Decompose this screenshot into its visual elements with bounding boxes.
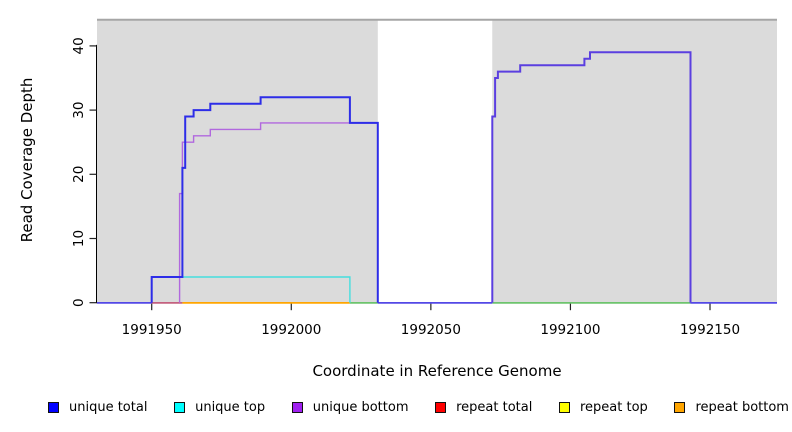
legend: unique total unique top unique bottom repea…: [48, 400, 789, 415]
legend-item-unique-top: unique top: [174, 400, 265, 415]
x-axis-title: Coordinate in Reference Genome: [312, 362, 562, 380]
x-tick-label: 1992050: [401, 322, 461, 338]
y-axis-title: Read Coverage Depth: [18, 77, 36, 243]
legend-label: unique bottom: [312, 400, 409, 415]
x-tick-label: 1992000: [261, 322, 321, 338]
legend-swatch: [291, 402, 303, 413]
legend-label: unique total: [69, 400, 148, 415]
y-tick-label: 30: [71, 102, 87, 119]
legend-swatch: [48, 402, 59, 413]
y-tick-label: 10: [71, 230, 87, 247]
legend-item-repeat-top: repeat top: [559, 400, 648, 415]
shaded-region: [492, 20, 777, 304]
x-tick-label: 1991950: [122, 322, 182, 338]
legend-item-repeat-bottom: repeat bottom: [674, 400, 789, 415]
legend-swatch: [435, 402, 447, 413]
series-line-unique-top: [151, 276, 351, 303]
series-line-unique-total-left-region-: [150, 96, 379, 303]
y-tick-label: 20: [71, 166, 87, 183]
x-tick-label: 1992100: [540, 322, 600, 338]
shaded-region: [97, 20, 378, 304]
legend-label: repeat bottom: [695, 400, 789, 415]
legend-swatch: [559, 402, 570, 413]
series-line-unique-total-over-unique-bottom-right-region-: [491, 51, 692, 303]
legend-swatch: [174, 402, 186, 413]
legend-label: repeat total: [456, 400, 533, 415]
y-tick-label: 40: [71, 37, 87, 54]
y-tick-label: 0: [71, 298, 87, 307]
legend-item-unique-total: unique total: [48, 400, 147, 415]
x-tick-label: 1992150: [680, 322, 740, 338]
legend-item-unique-bottom: unique bottom: [291, 400, 409, 415]
legend-label: repeat top: [580, 400, 648, 415]
legend-label: unique top: [195, 400, 266, 415]
legend-swatch: [674, 402, 686, 413]
legend-item-repeat-total: repeat total: [435, 400, 532, 415]
